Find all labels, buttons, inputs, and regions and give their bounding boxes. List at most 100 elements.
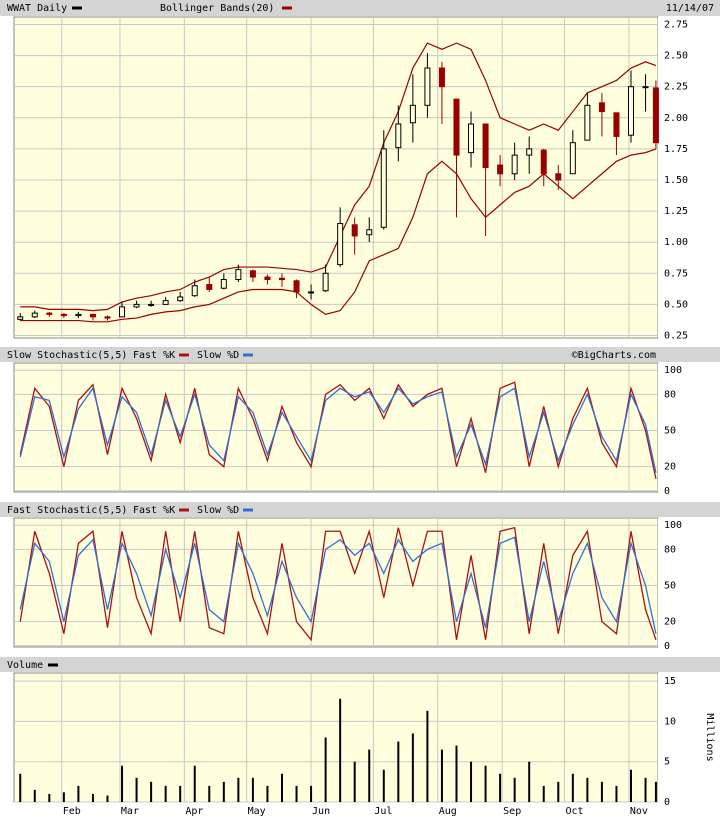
volume-bar: [600, 781, 603, 802]
y-tick-label: 80: [664, 544, 676, 555]
y-tick-label: 15: [664, 676, 676, 687]
candle-body: [555, 173, 562, 181]
volume-bar: [644, 777, 647, 802]
volume-bar: [164, 785, 167, 802]
candle-body: [119, 306, 126, 318]
volume-bar: [237, 777, 240, 802]
candle-body: [482, 123, 489, 169]
candle-body: [642, 86, 649, 89]
x-tick-label: Aug: [439, 806, 457, 817]
volume-bar: [106, 795, 109, 802]
volume-bar: [353, 761, 356, 802]
candle-body: [584, 104, 591, 141]
volume-bar: [33, 789, 36, 802]
candle-body: [438, 67, 445, 88]
header-strip: [0, 657, 720, 672]
volume-bar: [440, 749, 443, 802]
panel-title: Volume: [7, 660, 43, 671]
y-tick-label: 100: [664, 365, 682, 376]
candle-body: [75, 313, 82, 317]
candle-body: [104, 316, 111, 319]
y-tick-label: 5: [664, 757, 670, 768]
volume-bar: [179, 785, 182, 802]
header-strip: [0, 502, 720, 517]
candle-body: [511, 154, 518, 175]
candle-body: [569, 142, 576, 175]
volume-bar: [382, 769, 385, 802]
candle-body: [395, 123, 402, 149]
y-tick-label: 0.75: [664, 268, 688, 279]
y-tick-label: 1.25: [664, 206, 688, 217]
y-tick-label: 50: [664, 581, 676, 592]
header-strip: [0, 347, 720, 362]
y-tick-label: 80: [664, 389, 676, 400]
candle-body: [293, 280, 300, 293]
volume-bar: [150, 781, 153, 802]
panel-title: WWAT Daily: [7, 3, 67, 14]
volume-bar: [339, 698, 342, 802]
candle-body: [191, 285, 198, 297]
volume-bar: [513, 777, 516, 802]
y-tick-label: 1.75: [664, 144, 688, 155]
candle-body: [133, 303, 140, 308]
axis-strip: [658, 363, 720, 492]
x-tick-label: Jul: [374, 806, 392, 817]
volume-bar: [470, 761, 473, 802]
volume-bar: [324, 737, 327, 802]
plot-area: [13, 672, 659, 803]
y-tick-label: 50: [664, 426, 676, 437]
candle-body: [337, 223, 344, 266]
candle-body: [264, 276, 271, 281]
volume-bar: [135, 777, 138, 802]
bollinger-band: [20, 148, 657, 323]
legend-label: Fast %K: [133, 505, 175, 516]
volume-bar: [48, 793, 51, 802]
y-tick-label: 0.25: [664, 331, 688, 342]
x-tick-label: Feb: [63, 806, 81, 817]
y-tick-label: 1.50: [664, 175, 688, 186]
plot-area: [13, 517, 659, 648]
candle-body: [380, 148, 387, 228]
candle-body: [46, 312, 53, 315]
volume-bar: [266, 785, 269, 802]
candle-body: [652, 87, 659, 144]
y-tick-label: 0: [664, 486, 670, 497]
candle-body: [627, 86, 634, 136]
y-tick-label: 2.00: [664, 113, 688, 124]
x-tick-label: Oct: [565, 806, 583, 817]
volume-bar: [615, 785, 618, 802]
volume-bar: [426, 710, 429, 802]
candle-body: [613, 112, 620, 137]
volume-bar: [484, 765, 487, 802]
candle-body: [308, 291, 315, 294]
candle-body: [497, 164, 504, 175]
panel-title: Fast Stochastic(5,5): [7, 505, 127, 516]
volume-bar: [571, 773, 574, 802]
volume-bar: [557, 781, 560, 802]
volume-bar: [654, 781, 657, 802]
candle-body: [249, 270, 256, 278]
y-tick-label: 2.25: [664, 82, 688, 93]
volume-bar: [368, 749, 371, 802]
axis-strip: [658, 518, 720, 647]
volume-bar: [280, 773, 283, 802]
candle-body: [540, 149, 547, 175]
y-tick-label: 0: [664, 797, 670, 808]
candle-body: [31, 312, 38, 318]
legend-label: Bollinger Bands(20): [160, 3, 274, 14]
y-tick-label: 10: [664, 716, 676, 727]
candle-body: [598, 102, 605, 113]
candle-body: [278, 277, 285, 281]
volume-bar: [629, 769, 632, 802]
candle-body: [206, 284, 213, 290]
stochastic-line: [19, 536, 657, 634]
axis-strip: [658, 17, 720, 338]
x-tick-label: May: [248, 806, 266, 817]
candle-body: [453, 98, 460, 156]
candle-body: [526, 148, 533, 156]
volume-bar: [19, 773, 22, 802]
candle-body: [351, 224, 358, 237]
candle-body: [409, 104, 416, 124]
volume-bar: [528, 761, 531, 802]
candle-body: [60, 313, 67, 317]
